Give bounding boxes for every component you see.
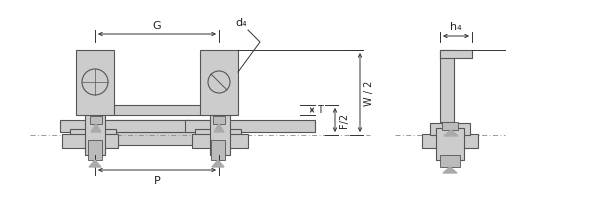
Polygon shape [91,124,101,132]
Bar [85,120,230,145]
Bar [436,128,464,160]
Text: G: G [152,21,161,31]
Bar [440,155,460,167]
Bar [200,50,238,115]
Text: h₄: h₄ [450,22,462,32]
Polygon shape [89,160,101,167]
Bar [442,122,458,130]
Text: T: T [317,105,323,115]
Bar [85,100,105,155]
Bar [60,120,190,132]
Text: F/2: F/2 [339,112,349,128]
Polygon shape [443,167,457,173]
Text: P: P [154,176,160,186]
Bar [110,105,205,115]
Bar [430,123,470,135]
Bar [211,140,225,160]
Bar [70,129,116,142]
Bar [88,140,102,160]
Bar [90,116,102,124]
Polygon shape [212,160,224,167]
Bar [185,120,315,132]
Bar [192,134,248,148]
Bar [213,116,225,124]
Bar [195,129,241,142]
Polygon shape [444,130,458,136]
Bar [62,134,118,148]
Bar [422,134,478,148]
Text: W / 2: W / 2 [364,80,374,106]
Text: d₄: d₄ [235,18,247,28]
Bar [210,100,230,155]
Bar [76,50,114,115]
Bar [440,50,454,122]
Polygon shape [214,124,224,132]
Bar [440,50,472,58]
